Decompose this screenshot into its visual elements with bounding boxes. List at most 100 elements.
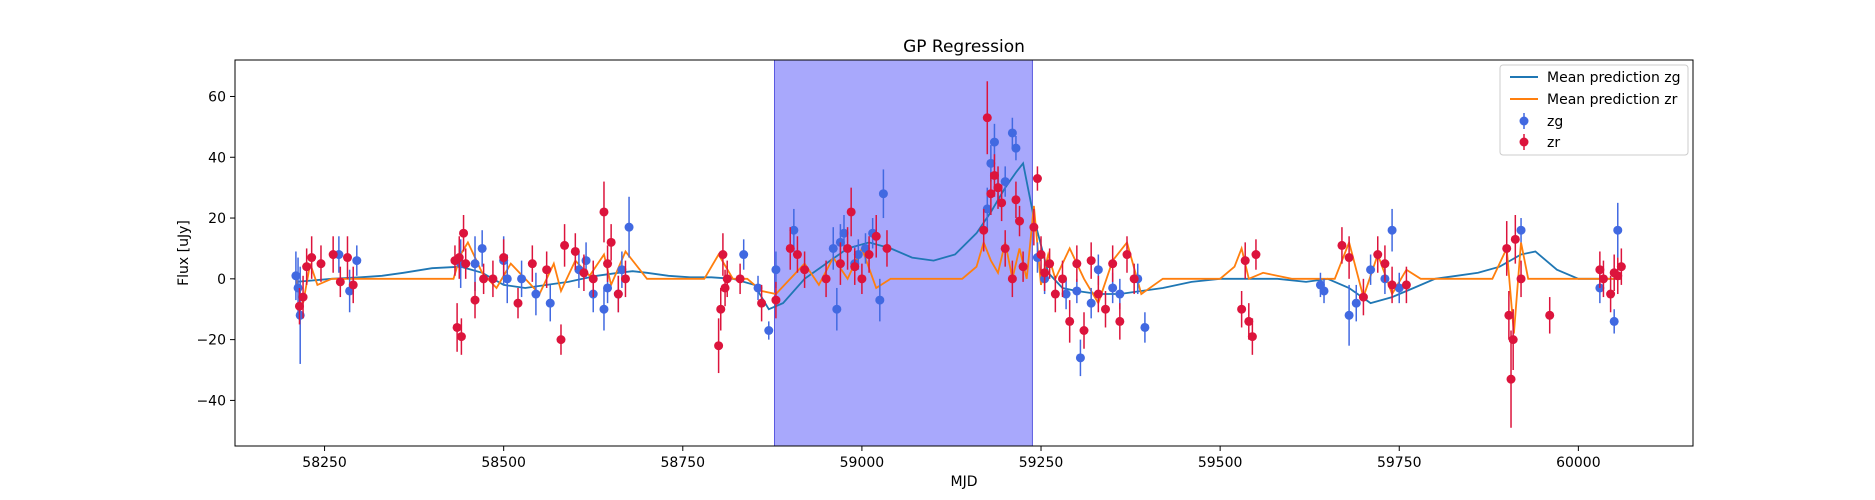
data-point <box>1240 256 1250 266</box>
data-point <box>342 253 352 263</box>
data-point <box>1613 225 1623 235</box>
data-point <box>517 274 527 284</box>
data-point <box>294 301 304 311</box>
data-point <box>875 295 885 305</box>
data-point <box>1072 259 1082 269</box>
data-point <box>722 274 732 284</box>
data-point <box>499 253 509 263</box>
legend: Mean prediction zg Mean prediction zr zg… <box>1499 64 1689 156</box>
data-point <box>581 256 591 266</box>
data-point <box>456 332 466 342</box>
data-point <box>843 243 853 253</box>
data-point <box>1065 316 1075 326</box>
data-point <box>1373 250 1383 260</box>
data-point <box>1011 143 1021 153</box>
y-tick-label: −20 <box>196 333 226 349</box>
data-point <box>603 259 613 269</box>
data-point <box>1036 250 1046 260</box>
data-point <box>882 243 892 253</box>
data-point <box>792 250 802 260</box>
data-point <box>1086 298 1096 308</box>
data-point <box>1007 274 1017 284</box>
data-point <box>1606 289 1616 299</box>
data-point <box>302 262 312 272</box>
data-point <box>1018 262 1028 272</box>
data-point <box>527 259 537 269</box>
data-point <box>857 274 867 284</box>
x-tick-label: 58750 <box>661 455 706 471</box>
data-point <box>1616 262 1626 272</box>
data-point <box>1337 240 1347 250</box>
data-point <box>603 283 613 293</box>
data-point <box>352 256 362 266</box>
data-point <box>570 246 580 256</box>
data-point <box>1050 289 1060 299</box>
data-point <box>307 253 317 263</box>
data-point <box>1011 195 1021 205</box>
legend-label-zr-points: zr <box>1547 135 1560 151</box>
data-point <box>771 295 781 305</box>
data-point <box>1079 326 1089 336</box>
y-tick-label: 0 <box>217 272 226 288</box>
x-tick-label: 59750 <box>1377 455 1422 471</box>
data-point <box>878 189 888 199</box>
data-point <box>298 292 308 302</box>
data-point <box>531 289 541 299</box>
data-point <box>739 250 749 260</box>
data-point <box>620 274 630 284</box>
x-tick-label: 59250 <box>1019 455 1064 471</box>
data-point <box>1516 274 1526 284</box>
data-point <box>502 274 512 284</box>
data-point <box>479 274 489 284</box>
data-point <box>1613 271 1623 281</box>
data-point <box>1508 335 1518 345</box>
legend-swatch-zr-points <box>1519 137 1529 147</box>
data-point <box>545 298 555 308</box>
legend-label-zg-points: zg <box>1547 114 1563 130</box>
data-point <box>753 283 763 293</box>
data-point <box>1108 259 1118 269</box>
data-point <box>1251 250 1261 260</box>
data-point <box>1007 128 1017 138</box>
data-point <box>846 207 856 217</box>
data-point <box>1366 265 1376 275</box>
data-point <box>613 289 623 299</box>
data-point <box>599 207 609 217</box>
chart-title: GP Regression <box>903 37 1025 57</box>
data-point <box>864 250 874 260</box>
data-point <box>832 304 842 314</box>
data-point <box>989 170 999 180</box>
data-point <box>1015 216 1025 226</box>
data-point <box>1247 332 1257 342</box>
data-point <box>718 250 728 260</box>
data-point <box>454 253 464 263</box>
y-tick-label: −40 <box>196 393 226 409</box>
data-point <box>328 250 338 260</box>
data-point <box>588 274 598 284</box>
data-point <box>1101 304 1111 314</box>
data-point <box>982 113 992 123</box>
data-point <box>1140 322 1150 332</box>
plot-area <box>291 59 1626 447</box>
data-point <box>771 265 781 275</box>
data-point <box>1545 310 1555 320</box>
x-tick-label: 59000 <box>840 455 885 471</box>
data-point <box>993 183 1003 193</box>
data-point <box>735 274 745 284</box>
data-point <box>1086 256 1096 266</box>
data-point <box>335 277 345 287</box>
data-point <box>624 222 634 232</box>
data-point <box>1598 274 1608 284</box>
data-point <box>764 326 774 336</box>
data-point <box>560 240 570 250</box>
data-point <box>470 259 480 269</box>
data-point <box>1344 310 1354 320</box>
data-point <box>989 137 999 147</box>
data-point <box>853 250 863 260</box>
data-point <box>1344 253 1354 263</box>
data-point <box>1510 234 1520 244</box>
data-point <box>470 295 480 305</box>
data-point <box>1358 292 1368 302</box>
data-point <box>1000 243 1010 253</box>
data-point <box>1394 283 1404 293</box>
